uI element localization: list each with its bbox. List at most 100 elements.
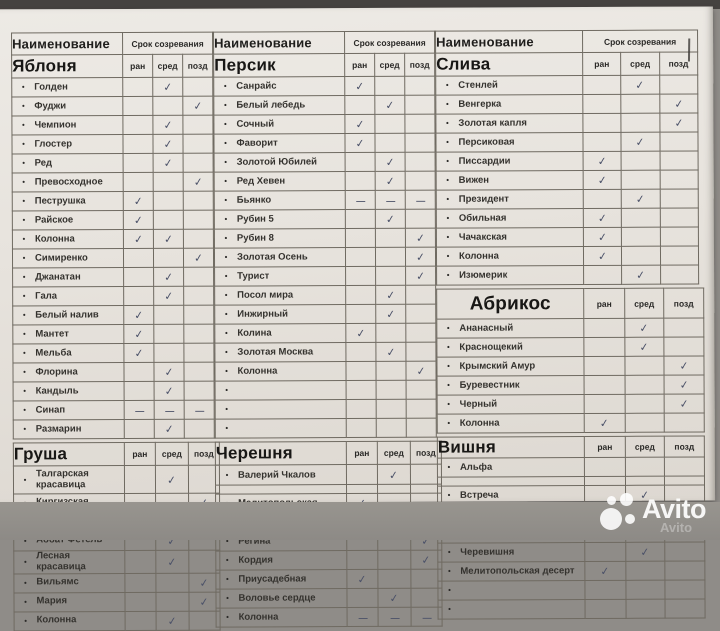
mark-cell: ✓ [583, 227, 622, 247]
table-row: • Пеструшка ✓ [12, 191, 214, 211]
table-row: • Колина ✓ [214, 323, 436, 344]
table-row: • Валерий Чкалов ✓ [215, 464, 442, 486]
mark-cell: ✓ [344, 76, 375, 96]
mark-cell: ✓ [152, 77, 183, 97]
variety-name-cell: • Приусадебная [215, 569, 347, 590]
mark-cell [664, 541, 705, 562]
bullet-icon: • [224, 252, 228, 262]
variety-name: Мантет [35, 328, 69, 340]
table-row: • Президент ✓ [436, 189, 699, 210]
variety-name: Писсардии [458, 155, 511, 167]
mark-cell [659, 132, 699, 152]
variety-name: Рубин 5 [236, 213, 274, 225]
table-row: • Золотая капля ✓ [435, 113, 698, 134]
checkmark-icon: ✓ [415, 270, 426, 284]
mark-cell [659, 208, 699, 228]
mark-cell [153, 191, 184, 211]
mark-cell: ✓ [153, 362, 185, 382]
variety-name-cell: • Стенлей [435, 75, 583, 96]
dash-mark: — [195, 405, 204, 416]
variety-name-cell: • Черный [437, 394, 585, 415]
bullet-icon: • [226, 612, 230, 622]
mark-cell: ✓ [123, 191, 154, 211]
variety-name-cell: • Колонна [437, 413, 585, 434]
table-row: • Колонна ✓ ✓ [12, 229, 214, 249]
variety-name: Персиковая [458, 136, 515, 148]
mark-cell [183, 362, 215, 382]
variety-name: Санрайс [236, 80, 277, 92]
mark-cell: — [405, 190, 436, 210]
variety-name-cell: • [215, 418, 347, 439]
variety-name-cell: • Кандыль [13, 381, 125, 401]
avito-logo-circle-icon [607, 496, 616, 505]
mark-cell [377, 550, 411, 570]
checkmark-icon: ✓ [597, 250, 608, 264]
table-row: • Глостер ✓ [11, 134, 214, 154]
mark-cell [584, 375, 626, 395]
mark-cell [345, 152, 376, 172]
checkmark-icon: ✓ [133, 214, 144, 228]
mark-cell [375, 247, 406, 267]
variety-name-cell: • Обильная [436, 208, 584, 229]
checkmark-icon: ✓ [133, 233, 144, 247]
table-row: • Синап — — — [13, 400, 215, 420]
table-row: • Ред Хевен ✓ [214, 171, 436, 192]
late-column-header: позд [664, 435, 705, 458]
variety-name-cell: • Посол мира [214, 285, 346, 306]
checkmark-icon: ✓ [163, 271, 174, 285]
bullet-icon: • [447, 399, 451, 409]
document-page: Наименование Срок созревания Яблоня ран сред… [0, 6, 716, 631]
table-row: • Персиковая ✓ [435, 132, 699, 153]
variety-name-cell: • Ананасный [436, 318, 584, 339]
mark-cell [404, 114, 435, 134]
bullet-icon: • [225, 404, 229, 414]
mark-cell [663, 336, 704, 357]
table-row: • Симиренко ✓ [12, 248, 214, 268]
mid-column-header: сред [620, 52, 660, 76]
mark-cell: — [124, 400, 155, 420]
checkmark-icon: ✓ [415, 232, 426, 246]
checkmark-icon: ✓ [635, 136, 646, 150]
mark-cell: ✓ [344, 133, 376, 153]
variety-name-cell: • Вильямс [13, 573, 125, 593]
table-row: • Золотая Осень ✓ [214, 247, 436, 268]
checkmark-icon: ✓ [133, 347, 145, 361]
checkmark-icon: ✓ [599, 417, 611, 431]
variety-name-cell: • Крымский Амур [436, 356, 585, 377]
dash-mark: — [386, 195, 395, 206]
mark-cell: ✓ [374, 95, 405, 115]
table-row: • Белый лебедь ✓ [213, 95, 435, 116]
avito-logo-circle-icon [625, 514, 635, 524]
table-row: • Колонна ✓ [437, 412, 705, 434]
variety-name: Посол мира [237, 289, 294, 301]
watermark-brand-ghost: Avito [660, 520, 693, 535]
mark-cell: ✓ [377, 588, 412, 608]
mark-cell [346, 550, 378, 570]
bullet-icon: • [23, 405, 27, 415]
variety-name-cell: • Воловье сердце [215, 588, 348, 609]
mark-cell [584, 457, 626, 477]
variety-name-cell: • Колонна [436, 246, 584, 267]
mark-cell [405, 323, 436, 343]
checkmark-icon: ✓ [415, 365, 427, 379]
mark-cell: ✓ [375, 285, 406, 305]
bullet-icon: • [22, 158, 26, 168]
checkmark-icon: ✓ [133, 328, 145, 342]
mark-cell [584, 580, 627, 600]
variety-name: Приусадебная [238, 573, 307, 585]
variety-name: Обильная [458, 212, 507, 224]
mark-cell: ✓ [375, 152, 406, 172]
variety-name: Кандыль [35, 385, 79, 397]
mark-cell: ✓ [664, 374, 705, 395]
mark-cell [123, 248, 154, 268]
variety-name: Изюмерик [459, 269, 508, 281]
checkmark-icon: ✓ [678, 398, 690, 412]
checkmark-icon: ✓ [597, 174, 608, 188]
bullet-icon: • [24, 597, 27, 607]
section-title: Яблоня [11, 54, 123, 79]
mark-cell: ✓ [621, 75, 660, 95]
dash-mark: — [356, 195, 365, 206]
mark-cell [124, 550, 156, 574]
table-row: • Писсардии ✓ [436, 151, 699, 172]
section-title: Слива [435, 52, 583, 77]
